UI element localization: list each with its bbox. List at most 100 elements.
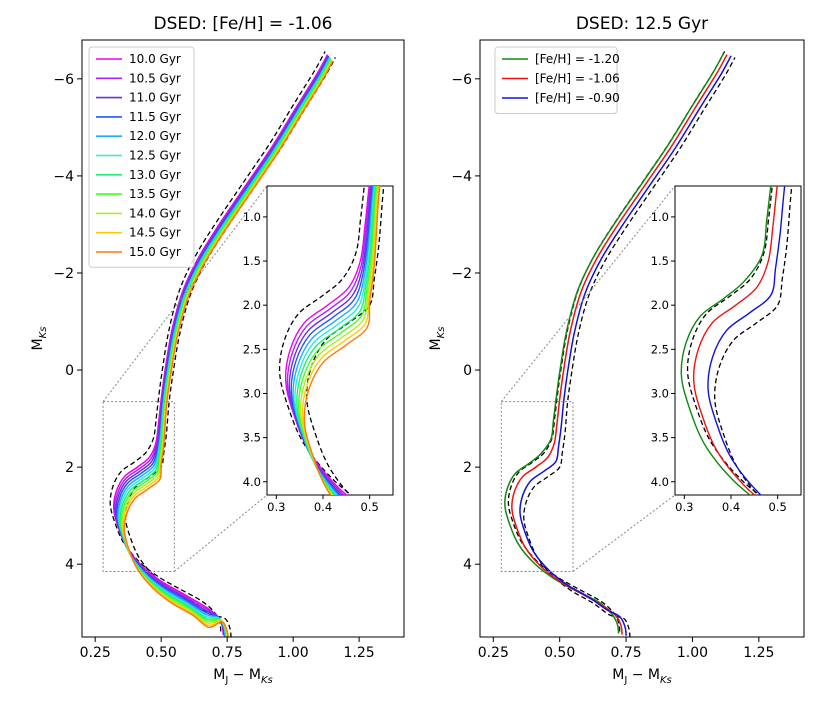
y-tick-label: 2 — [463, 460, 472, 476]
zoom-box — [500, 401, 574, 572]
inset-x-tick-label: 0.4 — [722, 500, 740, 514]
legend-label: 11.0 Gyr — [129, 91, 181, 105]
legend-label: 12.0 Gyr — [129, 129, 181, 143]
legend-label: 15.0 Gyr — [129, 245, 181, 259]
x-tick-label: 0.50 — [146, 645, 177, 661]
zoom-connector — [174, 494, 268, 572]
inset-y-tick-label: 3.5 — [243, 431, 261, 445]
series-line — [116, 56, 330, 637]
x-tick-label: 0.25 — [80, 645, 111, 661]
y-tick-label: −4 — [451, 169, 472, 185]
y-tick-label: −6 — [53, 72, 74, 88]
legend-box — [494, 46, 618, 114]
left-panel: DSED: [Fe/H] = -1.060.25 0.50 0.75 1.00 1.25… — [30, 14, 405, 686]
y-tick-label: 0 — [463, 363, 472, 379]
y-tick-label: 4 — [65, 557, 74, 573]
inset-y-tick-label: 1.5 — [651, 254, 669, 268]
inset-series-line — [303, 186, 381, 495]
legend-label: 10.0 Gyr — [129, 52, 181, 66]
inset-series-line — [707, 186, 786, 495]
inset-curves — [278, 186, 385, 495]
inset-series-line — [284, 186, 370, 495]
y-tick-label: −2 — [53, 266, 74, 282]
inset-y-tick-label: 2.5 — [651, 342, 669, 356]
series-line — [123, 60, 334, 637]
curves — [109, 51, 336, 637]
plot-frame — [479, 39, 805, 638]
reference-curve — [523, 57, 736, 637]
legend-label: 13.5 Gyr — [129, 187, 181, 201]
inset-series-line — [290, 186, 374, 495]
series-line — [118, 57, 331, 637]
legend-label: 13.0 Gyr — [129, 168, 181, 182]
y-axis-label: MKs — [428, 327, 447, 351]
inset-y-tick-label: 2.0 — [243, 298, 261, 312]
legend-label: 11.5 Gyr — [129, 110, 181, 124]
inset-series-line — [294, 186, 376, 495]
x-axis-label: MJ − MKs — [213, 667, 273, 686]
inset-y-tick-label: 1.0 — [243, 210, 261, 224]
zoom-connector — [102, 185, 268, 402]
series-line — [121, 59, 333, 637]
plot-frame — [81, 39, 405, 638]
inset-x-tick-label: 0.5 — [769, 500, 787, 514]
inset-y-tick-label: 4.0 — [243, 475, 261, 489]
y-tick-label: −4 — [53, 169, 74, 185]
series-line — [117, 56, 331, 637]
y-axis-label: MKs — [30, 327, 49, 351]
series-line — [115, 55, 330, 637]
y-tick-label: −2 — [451, 266, 472, 282]
x-tick-label: 1.00 — [677, 645, 708, 661]
series-line — [122, 60, 333, 637]
x-axis-label: MJ − MKs — [612, 667, 672, 686]
inset-y-tick-label: 1.5 — [243, 254, 261, 268]
series-line — [519, 55, 732, 636]
inset-curves — [680, 186, 793, 495]
zoom-connector — [500, 185, 676, 402]
inset-series-line — [301, 186, 380, 495]
inset-y-tick-label: 1.0 — [651, 210, 669, 224]
inset-x-tick-label: 0.3 — [267, 500, 285, 514]
reference-curve — [109, 51, 326, 632]
legend-label: 14.0 Gyr — [129, 206, 181, 220]
series-line — [112, 54, 329, 635]
series-line — [119, 58, 332, 637]
legend-label: [Fe/H] = -1.06 — [535, 72, 620, 86]
zoom-box — [102, 401, 175, 572]
legend-label: [Fe/H] = -0.90 — [535, 91, 620, 105]
chart-title: DSED: 12.5 Gyr — [576, 14, 708, 34]
inset-x-tick-label: 0.4 — [314, 500, 332, 514]
y-tick-label: −6 — [451, 72, 472, 88]
legend-box — [88, 46, 195, 268]
x-tick-label: 1.25 — [344, 645, 375, 661]
inset-y-tick-label: 3.0 — [243, 386, 261, 400]
curves — [504, 51, 736, 637]
inset-series-line — [692, 186, 778, 495]
inset-series-line — [292, 186, 375, 495]
y-tick-label: 2 — [65, 460, 74, 476]
legend-label: 12.5 Gyr — [129, 149, 181, 163]
inset-y-tick-label: 2.5 — [243, 342, 261, 356]
inset-y-tick-label: 4.0 — [651, 475, 669, 489]
y-tick-label: 0 — [65, 363, 74, 379]
x-tick-label: 1.25 — [743, 645, 774, 661]
x-tick-label: 1.00 — [278, 645, 309, 661]
x-tick-label: 0.50 — [544, 645, 575, 661]
inset-series-line — [288, 186, 372, 495]
x-tick-label: 0.25 — [478, 645, 509, 661]
legend-label: [Fe/H] = -1.20 — [535, 52, 620, 66]
inset-series-line — [299, 186, 379, 495]
y-tick-label: 4 — [463, 557, 472, 573]
inset-y-tick-label: 2.0 — [651, 298, 669, 312]
inset-x-tick-label: 0.5 — [361, 500, 379, 514]
x-tick-label: 0.75 — [212, 645, 243, 661]
inset-series-line — [680, 186, 772, 495]
inset-y-tick-label: 3.0 — [651, 386, 669, 400]
inset-y-tick-label: 3.5 — [651, 431, 669, 445]
inset-series-line — [296, 186, 377, 495]
inset-series-line — [297, 186, 378, 495]
legend-label: 10.5 Gyr — [129, 71, 181, 85]
chart-title: DSED: [Fe/H] = -1.06 — [154, 14, 333, 34]
